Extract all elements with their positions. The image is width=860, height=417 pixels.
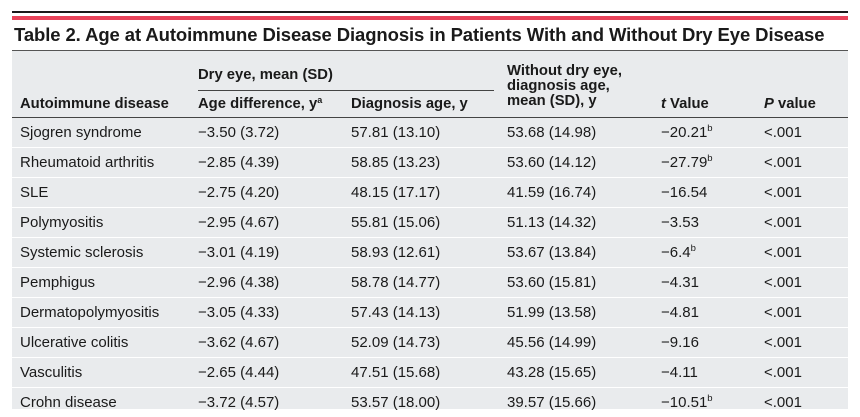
cell-diagnosis-age: 58.85 (13.23) [351, 154, 441, 171]
cell-p-value: <.001 [764, 154, 802, 171]
cell-without-dry-eye: 39.57 (15.66) [507, 394, 597, 411]
table-row: Crohn disease −3.72 (4.57) 53.57 (18.00) 39… [12, 387, 848, 417]
cell-age-difference: −3.01 (4.19) [198, 244, 280, 261]
cell-without-dry-eye: 53.60 (15.81) [507, 274, 597, 291]
header-divider [12, 117, 848, 118]
header-autoimmune-disease: Autoimmune disease [20, 96, 169, 112]
cell-age-difference: −2.96 (4.38) [198, 274, 280, 291]
footnote-marker: b [707, 153, 713, 164]
table-header: Dry eye, mean (SD) Without dry eye, diag… [12, 51, 848, 117]
cell-t-value: −16.54 [661, 184, 708, 201]
accent-rule [12, 16, 848, 20]
cell-age-difference: −3.72 (4.57) [198, 394, 280, 411]
table-row: Sjogren syndrome −3.50 (3.72) 57.81 (13.10… [12, 118, 848, 147]
cell-t-value: −3.53 [661, 214, 699, 231]
cell-age-difference: −2.95 (4.67) [198, 214, 280, 231]
cell-without-dry-eye: 41.59 (16.74) [507, 184, 597, 201]
cell-disease: Pemphigus [20, 274, 96, 291]
cell-disease: Sjogren syndrome [20, 124, 142, 141]
cell-without-dry-eye: 53.67 (13.84) [507, 244, 597, 261]
cell-without-dry-eye: 53.68 (14.98) [507, 124, 597, 141]
header-p-value: P value [764, 96, 816, 112]
table-row: Dermatopolymyositis −3.05 (4.33) 57.43 (14… [12, 297, 848, 327]
cell-p-value: <.001 [764, 364, 802, 381]
cell-age-difference: −3.50 (3.72) [198, 124, 280, 141]
cell-diagnosis-age: 57.81 (13.10) [351, 124, 441, 141]
cell-p-value: <.001 [764, 274, 802, 291]
header-age-difference: Age difference, ya [198, 95, 323, 112]
footnote-marker: b [690, 243, 696, 254]
cell-diagnosis-age: 58.78 (14.77) [351, 274, 441, 291]
cell-diagnosis-age: 48.15 (17.17) [351, 184, 441, 201]
cell-age-difference: −3.62 (4.67) [198, 334, 280, 351]
cell-disease: SLE [20, 184, 49, 201]
cell-disease: Rheumatoid arthritis [20, 154, 155, 171]
cell-age-difference: −3.05 (4.33) [198, 304, 280, 321]
cell-diagnosis-age: 55.81 (15.06) [351, 214, 441, 231]
cell-without-dry-eye: 51.99 (13.58) [507, 304, 597, 321]
title-divider [12, 50, 848, 51]
table-row: Polymyositis −2.95 (4.67) 55.81 (15.06) 51.… [12, 207, 848, 237]
cell-p-value: <.001 [764, 334, 802, 351]
cell-without-dry-eye: 53.60 (14.12) [507, 154, 597, 171]
cell-without-dry-eye: 43.28 (15.65) [507, 364, 597, 381]
cell-age-difference: −2.65 (4.44) [198, 364, 280, 381]
table-row: Rheumatoid arthritis −2.85 (4.39) 58.85 (1… [12, 147, 848, 177]
cell-disease: Crohn disease [20, 394, 117, 411]
cell-p-value: <.001 [764, 244, 802, 261]
header-t-value: t Value [661, 96, 709, 112]
cell-t-value: −4.81 [661, 304, 699, 321]
cell-t-value: −6.4b [661, 243, 696, 261]
cell-age-difference: −2.85 (4.39) [198, 154, 280, 171]
cell-disease: Systemic sclerosis [20, 244, 144, 261]
cell-t-value: −27.79b [661, 153, 713, 171]
table-body: Sjogren syndrome −3.50 (3.72) 57.81 (13.10… [12, 118, 848, 417]
header-diagnosis-age: Diagnosis age, y [351, 96, 468, 112]
cell-p-value: <.001 [764, 214, 802, 231]
cell-t-value: −9.16 [661, 334, 699, 351]
cell-t-value: −4.31 [661, 274, 699, 291]
table-row: Vasculitis −2.65 (4.44) 47.51 (15.68) 43.28… [12, 357, 848, 387]
cell-p-value: <.001 [764, 394, 802, 411]
header-without-dry-eye: Without dry eye, diagnosis age, mean (SD… [507, 63, 622, 109]
cell-p-value: <.001 [764, 124, 802, 141]
table-title: Table 2. Age at Autoimmune Disease Diagn… [14, 24, 825, 45]
cell-p-value: <.001 [764, 184, 802, 201]
cell-t-value: −20.21b [661, 123, 713, 141]
cell-t-value: −10.51b [661, 393, 713, 411]
cell-p-value: <.001 [764, 304, 802, 321]
footnote-marker: b [707, 123, 713, 134]
cell-diagnosis-age: 47.51 (15.68) [351, 364, 441, 381]
top-rule [12, 11, 848, 13]
table-row: Systemic sclerosis −3.01 (4.19) 58.93 (12.… [12, 237, 848, 267]
table-row: Pemphigus −2.96 (4.38) 58.78 (14.77) 53.60 … [12, 267, 848, 297]
header-dry-eye-group: Dry eye, mean (SD) [198, 67, 333, 83]
cell-diagnosis-age: 58.93 (12.61) [351, 244, 441, 261]
cell-age-difference: −2.75 (4.20) [198, 184, 280, 201]
cell-without-dry-eye: 51.13 (14.32) [507, 214, 597, 231]
cell-diagnosis-age: 52.09 (14.73) [351, 334, 441, 351]
cell-disease: Polymyositis [20, 214, 104, 231]
cell-diagnosis-age: 53.57 (18.00) [351, 394, 441, 411]
table-row: Ulcerative colitis −3.62 (4.67) 52.09 (14.… [12, 327, 848, 357]
table-panel: Dry eye, mean (SD) Without dry eye, diag… [12, 51, 848, 411]
cell-disease: Vasculitis [20, 364, 83, 381]
cell-diagnosis-age: 57.43 (14.13) [351, 304, 441, 321]
cell-t-value: −4.11 [661, 364, 698, 381]
header-group-rule [198, 90, 494, 91]
footnote-marker: b [707, 393, 713, 404]
table-row: SLE −2.75 (4.20) 48.15 (17.17) 41.59 (16.74… [12, 177, 848, 207]
cell-without-dry-eye: 45.56 (14.99) [507, 334, 597, 351]
cell-disease: Dermatopolymyositis [20, 304, 160, 321]
cell-disease: Ulcerative colitis [20, 334, 129, 351]
